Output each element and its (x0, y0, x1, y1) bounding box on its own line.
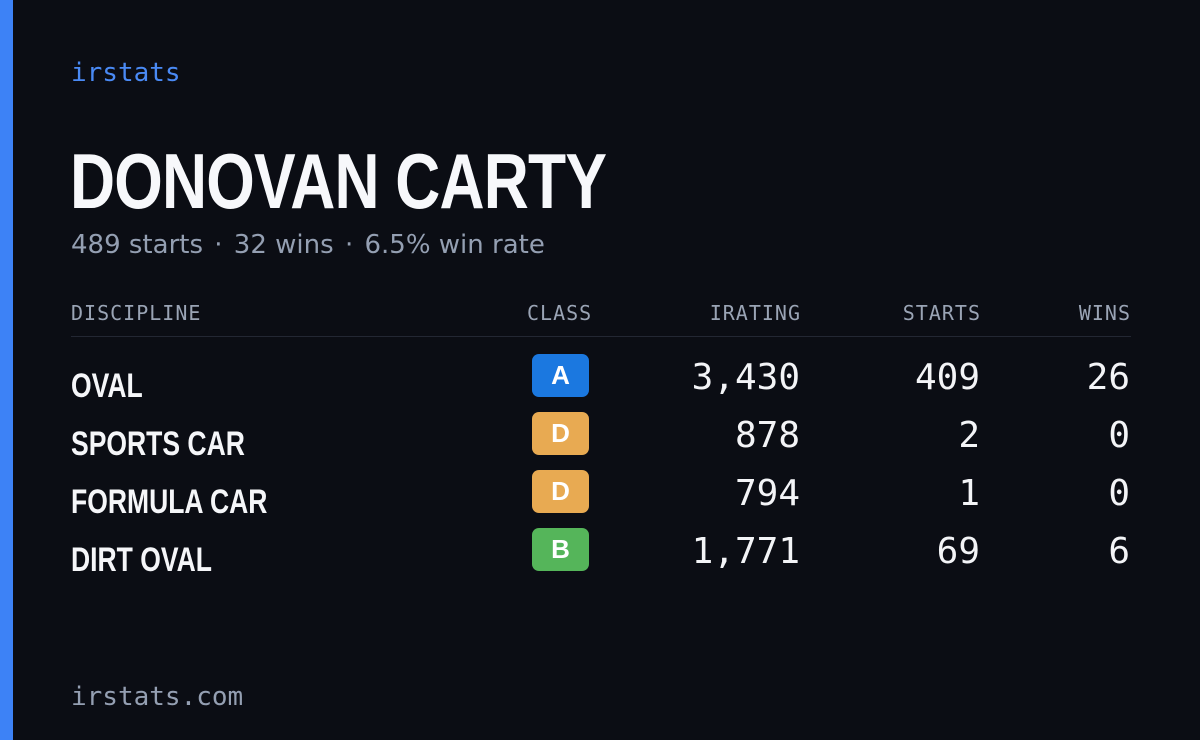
brand-logo[interactable]: irstats (71, 58, 181, 88)
win-rate: 6.5% win rate (364, 230, 545, 260)
starts-value: 2 (958, 415, 980, 456)
wins-value: 26 (1086, 357, 1130, 398)
starts-value: 69 (936, 531, 980, 572)
table-row: OVAL A 3,430 409 26 (71, 354, 1131, 412)
irating-value: 794 (734, 473, 800, 514)
wins-value: 6 (1108, 531, 1130, 572)
class-badge: D (532, 412, 589, 455)
license-table: DISCIPLINE CLASS IRATING STARTS WINS OVA… (71, 298, 1131, 579)
table-row: DIRT OVAL B 1,771 69 6 (71, 528, 1131, 586)
header-wins: WINS (1078, 301, 1131, 325)
footer-url[interactable]: irstats.com (71, 682, 244, 712)
accent-bar (0, 0, 13, 740)
total-wins: 32 wins (233, 230, 334, 260)
starts-value: 1 (958, 473, 980, 514)
discipline-name: SPORTS CAR (71, 425, 245, 463)
table-row: SPORTS CAR D 878 2 0 (71, 412, 1131, 470)
wins-value: 0 (1108, 415, 1130, 456)
driver-name: DONOVAN CARTY (70, 137, 607, 225)
header-discipline: DISCIPLINE (71, 301, 202, 325)
header-irating: IRATING (709, 301, 801, 325)
summary-separator: · (344, 230, 354, 260)
table-row: FORMULA CAR D 794 1 0 (71, 470, 1131, 528)
class-badge: D (532, 470, 589, 513)
summary-separator: · (214, 230, 223, 260)
discipline-name: DIRT OVAL (71, 541, 212, 579)
wins-value: 0 (1108, 473, 1130, 514)
driver-summary: 489 starts · 32 wins · 6.5% win rate (71, 228, 545, 262)
discipline-name: FORMULA CAR (71, 483, 268, 521)
header-class: CLASS (527, 301, 593, 325)
irating-value: 3,430 (691, 357, 800, 398)
starts-value: 409 (914, 357, 980, 398)
table-header: DISCIPLINE CLASS IRATING STARTS WINS (71, 298, 1131, 337)
irating-value: 878 (734, 415, 800, 456)
class-badge: A (532, 354, 589, 397)
irating-value: 1,771 (691, 531, 800, 572)
total-starts: 489 starts (71, 230, 203, 260)
header-starts: STARTS (902, 301, 981, 325)
class-badge: B (532, 528, 589, 571)
discipline-name: OVAL (71, 367, 143, 405)
